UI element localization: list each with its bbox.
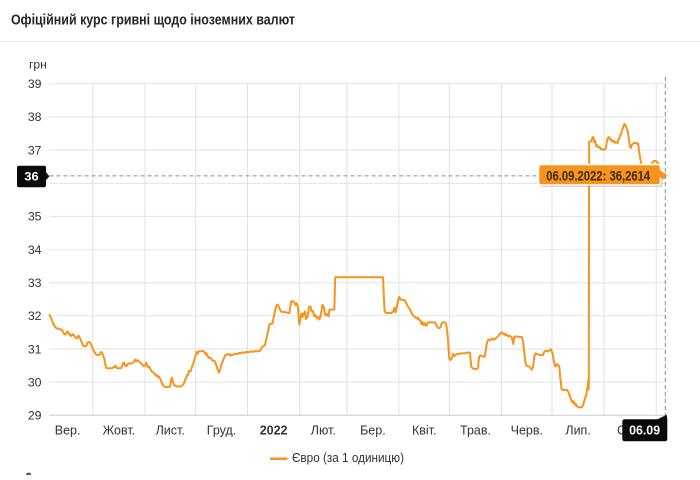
svg-text:2022: 2022 [260, 423, 288, 437]
svg-text:31: 31 [28, 342, 42, 356]
svg-text:06.09: 06.09 [629, 422, 660, 437]
svg-text:Вер.: Вер. [55, 423, 81, 437]
svg-text:34: 34 [28, 243, 42, 257]
svg-text:32: 32 [28, 309, 42, 323]
svg-text:Жовт.: Жовт. [103, 423, 136, 437]
svg-text:39: 39 [28, 77, 42, 91]
svg-text:37: 37 [28, 143, 42, 157]
svg-text:грн: грн [29, 58, 47, 72]
svg-text:36: 36 [24, 169, 38, 183]
svg-text:38: 38 [28, 110, 42, 124]
svg-text:Трав.: Трав. [460, 423, 491, 437]
svg-text:Лист.: Лист. [156, 423, 185, 437]
svg-text:35: 35 [28, 210, 42, 224]
svg-text:06.09.2022: 36,2614: 06.09.2022: 36,2614 [546, 168, 650, 183]
svg-text:Офіційний курс гривні щодо іно: Офіційний курс гривні щодо іноземних вал… [11, 12, 295, 28]
svg-text:Лют.: Лют. [311, 423, 336, 437]
svg-text:Груд.: Груд. [207, 423, 236, 437]
svg-text:29: 29 [28, 409, 42, 423]
svg-text:Черв.: Черв. [511, 423, 543, 437]
svg-text:Бер.: Бер. [360, 423, 386, 437]
svg-text:Євро (за 1 одиницю): Євро (за 1 одиницю) [292, 450, 404, 465]
svg-text:33: 33 [28, 276, 42, 290]
svg-text:Лип.: Лип. [565, 423, 590, 437]
svg-text:Квіт.: Квіт. [412, 423, 437, 437]
svg-text:30: 30 [28, 375, 42, 389]
